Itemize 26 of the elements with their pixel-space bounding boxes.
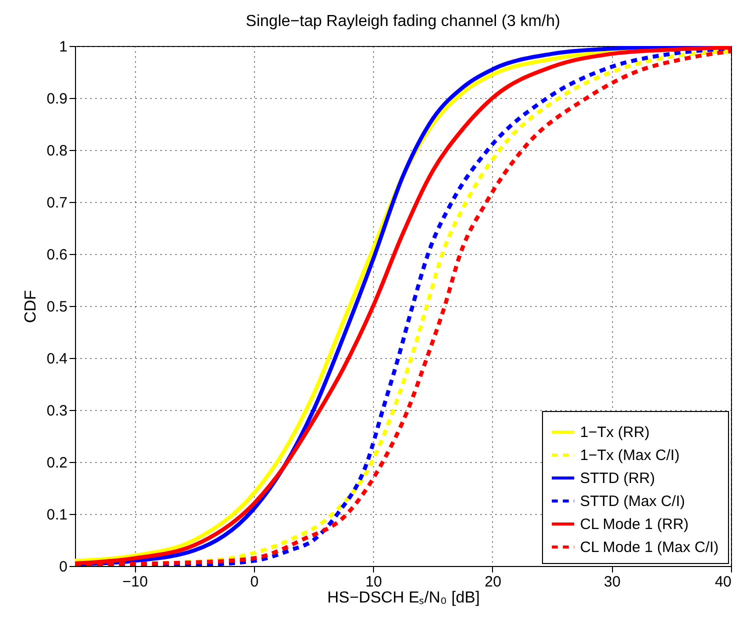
x-tick-label: −10 — [122, 574, 148, 590]
y-tick-label: 1 — [59, 38, 68, 56]
y-tick-label: 0.9 — [46, 90, 68, 108]
y-tick-label: 0.1 — [46, 506, 68, 524]
x-axis-title: HS−DSCH Eₛ/N₀ [dB] — [327, 590, 480, 606]
legend-label: 1−Tx (RR) — [580, 424, 650, 441]
y-tick-label: 0.2 — [46, 454, 68, 472]
y-tick-label: 0.8 — [46, 142, 68, 160]
y-tick-label: 0.3 — [46, 402, 68, 420]
chart-title: Single−tap Rayleigh fading channel (3 km/h) — [246, 13, 560, 30]
x-tick-label: 20 — [484, 574, 502, 590]
y-tick-label: 0.7 — [46, 194, 68, 212]
legend-label: STTD (Max C/I) — [580, 493, 685, 510]
legend-label: STTD (RR) — [580, 470, 655, 487]
y-tick-label: 0.4 — [46, 350, 68, 368]
y-tick-label: 0 — [59, 558, 68, 576]
legend-label: CL Mode 1 (RR) — [580, 516, 689, 533]
legend-label: CL Mode 1 (Max C/I) — [580, 539, 719, 556]
y-tick-label: 0.5 — [46, 298, 68, 316]
legend-label: 1−Tx (Max C/I) — [580, 447, 680, 464]
x-tick-label: 30 — [604, 574, 621, 590]
x-tick-label: 40 — [714, 574, 732, 590]
x-tick-label: 0 — [250, 574, 259, 590]
y-axis-title: CDF — [22, 290, 40, 323]
y-tick-label: 0.6 — [46, 246, 68, 264]
x-tick-label: 10 — [365, 574, 382, 590]
